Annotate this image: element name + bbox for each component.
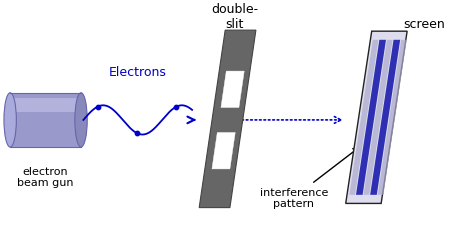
Polygon shape — [199, 31, 256, 208]
Polygon shape — [346, 32, 407, 204]
Polygon shape — [212, 133, 235, 169]
Text: screen: screen — [403, 18, 445, 31]
Point — [94, 105, 101, 109]
Text: interference
pattern: interference pattern — [260, 148, 359, 208]
Polygon shape — [221, 72, 244, 108]
Polygon shape — [378, 40, 407, 195]
Polygon shape — [349, 40, 378, 195]
Bar — [10, 93, 81, 147]
Ellipse shape — [75, 93, 87, 147]
Bar — [10, 99, 81, 112]
Polygon shape — [370, 40, 400, 195]
Text: double-
slit: double- slit — [211, 3, 258, 31]
Text: electron
beam gun: electron beam gun — [18, 166, 74, 188]
Text: Electrons: Electrons — [109, 66, 167, 79]
Ellipse shape — [4, 93, 16, 147]
Polygon shape — [356, 40, 386, 195]
Point — [172, 106, 179, 109]
Point — [133, 132, 140, 135]
Polygon shape — [364, 40, 392, 195]
